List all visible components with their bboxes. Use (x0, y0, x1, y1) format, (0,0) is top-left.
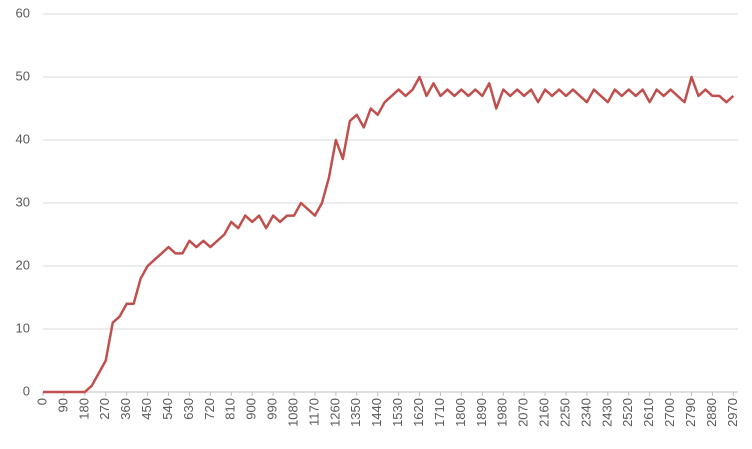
x-tick-label: 1890 (474, 398, 489, 427)
x-tick-label: 1440 (369, 398, 384, 427)
y-tick-label: 10 (16, 320, 30, 335)
x-tick-label: 2070 (516, 398, 531, 427)
x-tick-label: 2430 (599, 398, 614, 427)
x-tick-label: 2250 (557, 398, 572, 427)
x-tick-label: 270 (97, 398, 112, 420)
x-tick-label: 630 (181, 398, 196, 420)
x-tick-label: 2520 (620, 398, 635, 427)
x-tick-label: 1620 (411, 398, 426, 427)
y-tick-label: 30 (16, 194, 30, 209)
x-tick-label: 0 (34, 398, 49, 405)
x-tick-label: 90 (55, 398, 70, 412)
x-tick-label: 540 (160, 398, 175, 420)
x-tick-label: 810 (223, 398, 238, 420)
x-tick-label: 1080 (285, 398, 300, 427)
x-tick-label: 2700 (662, 398, 677, 427)
x-tick-label: 990 (265, 398, 280, 420)
x-tick-label: 1170 (306, 398, 321, 426)
x-tick-label: 2880 (704, 398, 719, 427)
x-tick-label: 900 (244, 398, 259, 420)
x-tick-label: 1350 (348, 398, 363, 427)
x-tick-label: 1530 (390, 398, 405, 427)
x-tick-label: 1980 (495, 398, 510, 427)
y-tick-label: 50 (16, 68, 30, 83)
x-tick-label: 180 (76, 398, 91, 420)
y-tick-label: 20 (16, 257, 30, 272)
x-tick-label: 2160 (537, 398, 552, 427)
x-tick-label: 1710 (432, 398, 447, 427)
x-tick-label: 450 (139, 398, 154, 420)
y-tick-label: 40 (16, 131, 30, 146)
x-tick-label: 2610 (641, 398, 656, 427)
x-tick-label: 2970 (725, 398, 740, 427)
x-tick-label: 360 (118, 398, 133, 420)
y-tick-label: 60 (16, 5, 30, 20)
x-tick-label: 2340 (578, 398, 593, 427)
line-series (43, 75, 735, 394)
x-tick-label: 720 (202, 398, 217, 420)
x-tick-label: 1800 (453, 398, 468, 427)
x-tick-label: 1260 (327, 398, 342, 427)
y-tick-label: 0 (23, 383, 30, 398)
x-tick-label: 2790 (683, 398, 698, 427)
